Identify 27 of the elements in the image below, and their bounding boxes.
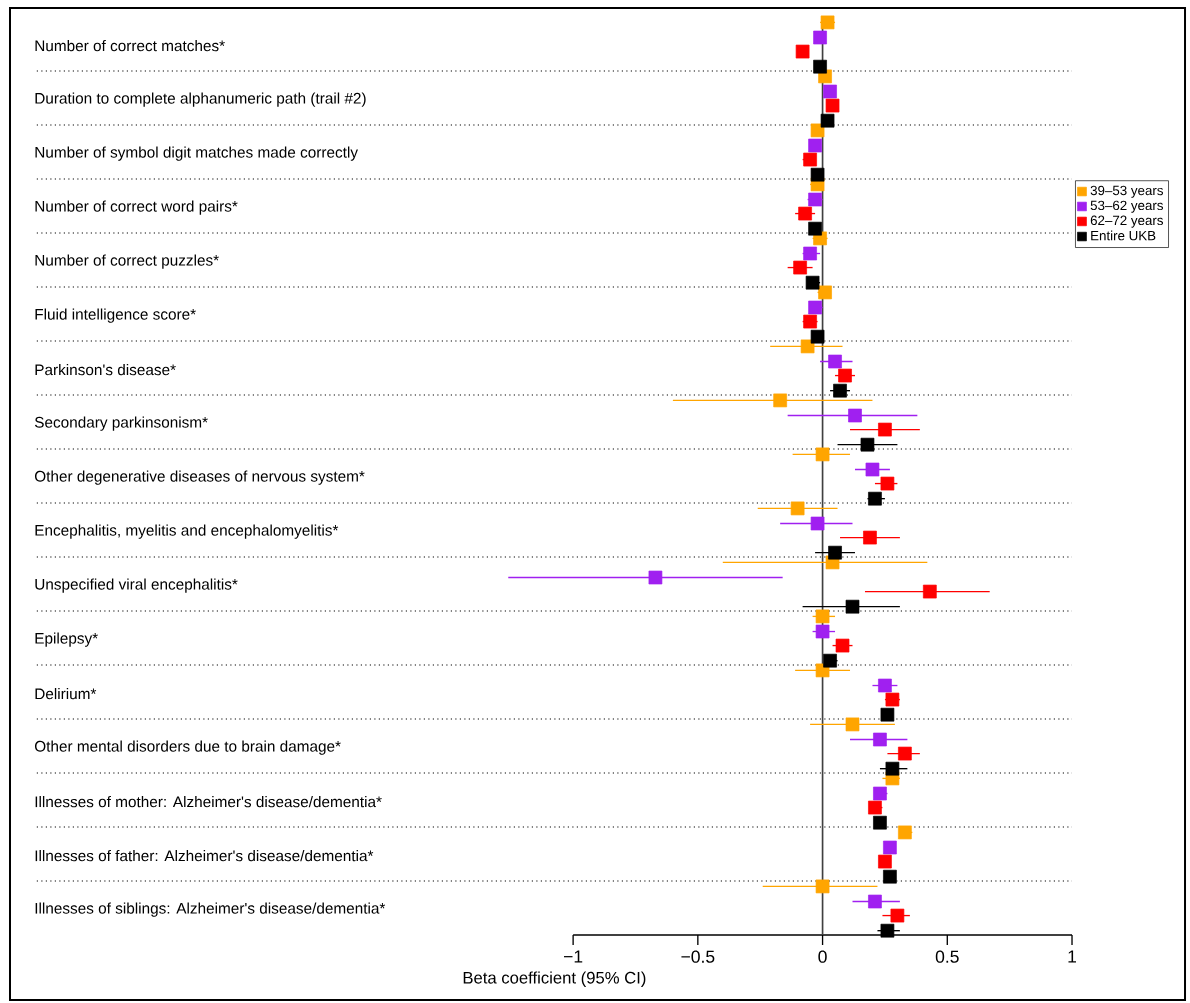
y-tick-label: Number of correct matches* <box>35 39 225 52</box>
x-tick-label: −0.5 <box>681 950 715 963</box>
y-tick-label: Illnesses of mother: Alzheimer's disease/dementia* <box>35 796 382 808</box>
legend-label: 39–53 years <box>1090 185 1164 198</box>
y-tick-label: Epilepsy* <box>35 632 98 647</box>
y-tick-label: Number of symbol digit matches made correctly <box>35 146 358 161</box>
y-tick-label: Delirium* <box>35 688 97 700</box>
y-tick-label: Parkinson's disease* <box>35 363 176 376</box>
y-tick-label: Secondary parkinsonism* <box>34 416 208 431</box>
y-tick-label: Number of correct puzzles* <box>35 254 219 269</box>
legend-label: 62–72 years <box>1090 215 1164 228</box>
y-tick-label: Illnesses of siblings: Alzheimer's disease/dementia* <box>35 902 386 917</box>
x-axis-title: Beta coefficient (95% CI) <box>463 971 646 987</box>
y-tick-label: Duration to complete alphanumeric path (trail #2) <box>35 92 366 107</box>
y-tick-label: Other mental disorders due to brain damage* <box>34 740 341 755</box>
x-tick-label: −1 <box>564 950 583 963</box>
y-tick-label: Unspecified viral encephalitis* <box>35 578 238 593</box>
y-tick-label: Other degenerative diseases of nervous system* <box>34 470 365 485</box>
legend-label: 53–62 years <box>1090 200 1164 213</box>
legend-label: Entire UKB <box>1091 230 1156 241</box>
y-tick-label: Number of correct word pairs* <box>35 200 238 215</box>
x-tick-label: 0.5 <box>935 950 959 963</box>
x-tick-label: 0 <box>818 950 827 963</box>
x-tick-label: 1 <box>1068 950 1077 963</box>
y-tick-label: Fluid intelligence score* <box>35 308 196 323</box>
y-tick-label: Encephalitis, myelitis and encephalomyelitis* <box>35 524 339 539</box>
y-tick-label: Illnesses of father: Alzheimer's disease/dementia* <box>35 850 374 862</box>
